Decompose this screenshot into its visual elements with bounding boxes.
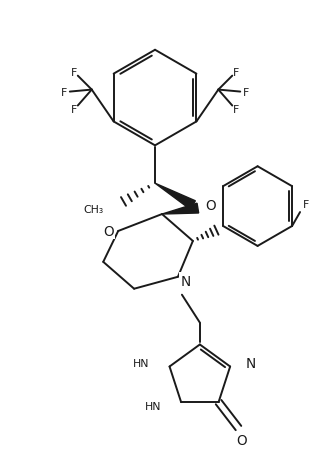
Text: N: N (246, 356, 256, 370)
Polygon shape (162, 204, 199, 215)
Text: F: F (303, 200, 309, 210)
Text: F: F (61, 87, 67, 97)
Text: F: F (71, 68, 77, 78)
Text: F: F (233, 68, 239, 78)
Text: HN: HN (133, 358, 150, 368)
Text: O: O (205, 198, 215, 212)
Text: F: F (71, 105, 77, 115)
Text: F: F (243, 87, 249, 97)
Text: O: O (236, 433, 247, 447)
Text: N: N (181, 274, 191, 288)
Text: O: O (205, 198, 215, 212)
Text: CH₃: CH₃ (83, 205, 103, 215)
Text: O: O (103, 225, 113, 239)
Text: N: N (181, 274, 191, 288)
Text: F: F (233, 105, 239, 115)
Polygon shape (155, 184, 195, 210)
Text: HN: HN (145, 401, 161, 411)
